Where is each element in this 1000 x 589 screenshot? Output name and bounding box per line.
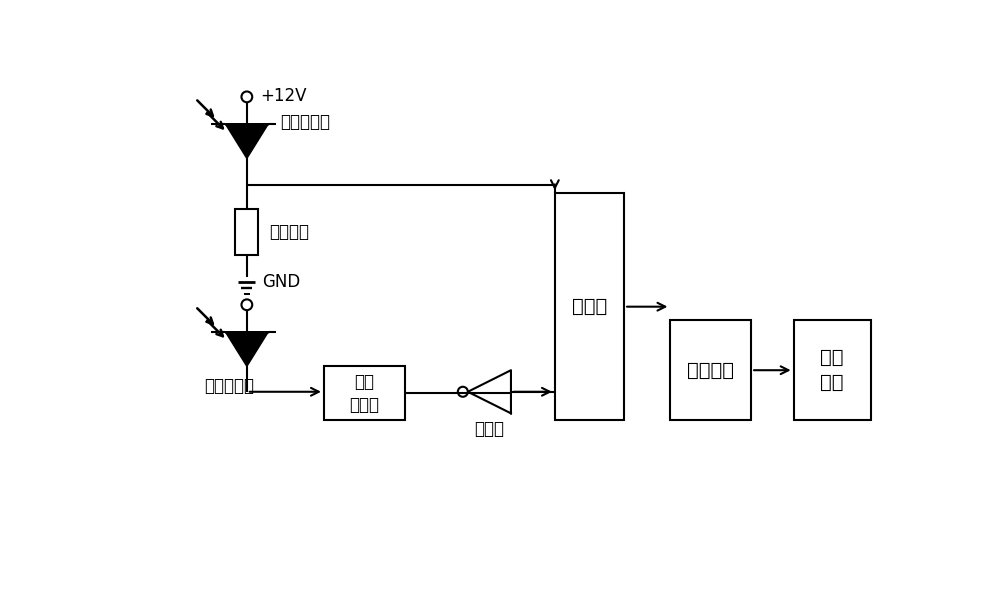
Text: 反相器: 反相器: [474, 420, 504, 438]
Text: 单稳
触发器: 单稳 触发器: [349, 372, 379, 414]
Text: 对管探测器: 对管探测器: [205, 376, 254, 395]
Text: +12V: +12V: [260, 87, 306, 105]
Text: 数据采集: 数据采集: [687, 360, 734, 380]
Text: 处理
单元: 处理 单元: [820, 348, 844, 392]
Bar: [794, 320, 871, 421]
Text: GND: GND: [262, 273, 300, 290]
Polygon shape: [225, 124, 268, 158]
Text: 加法器: 加法器: [572, 297, 607, 316]
Polygon shape: [225, 332, 268, 366]
Bar: [670, 320, 751, 421]
Bar: [324, 366, 405, 421]
Bar: [555, 193, 624, 421]
Text: 偏置电阻: 偏置电阻: [269, 223, 309, 241]
Bar: [235, 209, 258, 254]
Text: 光电探测器: 光电探测器: [280, 113, 330, 131]
